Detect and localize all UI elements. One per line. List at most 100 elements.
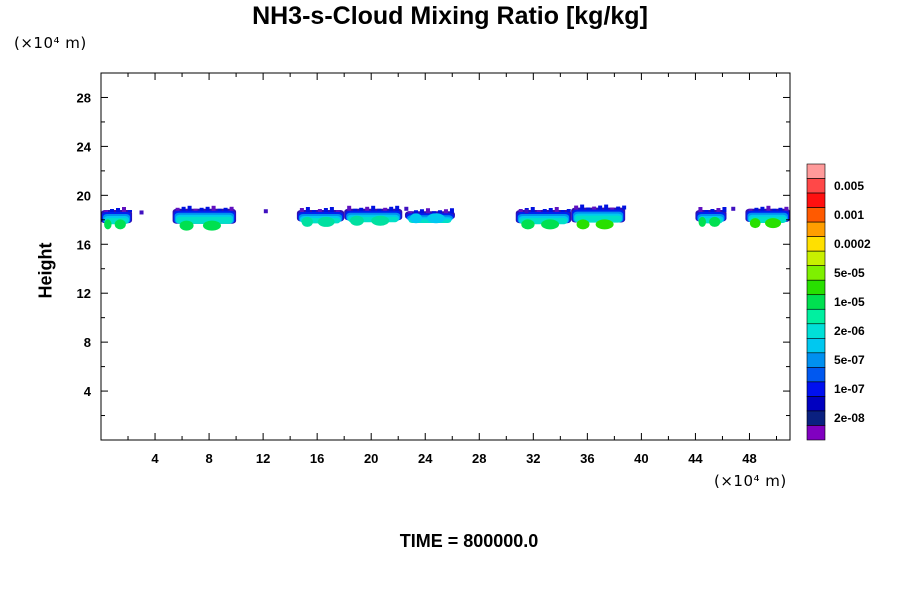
colorbar-label: 0.001 [834, 208, 864, 222]
cloud-fringe [419, 209, 424, 214]
x-axis-unit: (×10⁴ m) [714, 472, 787, 490]
x-tick-label: 8 [205, 451, 212, 466]
cloud-fringe [116, 208, 120, 213]
colorbar-label: 5e-05 [834, 266, 865, 280]
colorbar-segment [806, 308, 826, 325]
colorbar-segment [806, 294, 826, 310]
cloud-fringe [698, 207, 703, 213]
cloud-base [595, 219, 614, 230]
cloud-fringe [437, 210, 442, 214]
cloud-speck [731, 206, 736, 211]
x-tick-label: 32 [526, 451, 540, 466]
cloud-fringe [311, 210, 316, 213]
cloud-fringe [560, 210, 565, 213]
cloud-base [426, 213, 445, 224]
cloud-fringe [229, 206, 234, 211]
cloud-speck [524, 209, 529, 214]
time-footer: TIME = 800000.0 [399, 531, 539, 551]
colorbar-segment [806, 410, 826, 426]
cloud-fringe [784, 206, 789, 211]
x-tick-label: 12 [256, 451, 270, 466]
colorbar: 0.005 0.001 0.0002 5e-05 1e-05 2e-06 5e-07 1e-0… [806, 163, 871, 441]
colorbar-label: 1e-05 [834, 295, 865, 309]
colorbar-label: 0.005 [834, 179, 864, 193]
cloud-band [571, 204, 627, 230]
y-axis: 4 8 12 16 20 24 28 [77, 90, 790, 417]
cloud-fringe [610, 207, 615, 210]
cloud-fringe [299, 208, 304, 213]
cloud-fringe [413, 210, 418, 214]
cloud-fringe [616, 206, 621, 210]
cloud-fringe [431, 211, 436, 214]
x-tick-label: 24 [418, 451, 433, 466]
cloud-fringe [359, 207, 364, 211]
cloud-base [698, 216, 706, 227]
cloud-fringe [407, 211, 412, 214]
cloud-fringe [365, 206, 370, 211]
cloud-base [409, 213, 422, 224]
cloud-fringe [604, 204, 609, 210]
colorbar-label: 5e-07 [834, 353, 865, 367]
plot-frame [100, 72, 791, 441]
colorbar-segment [806, 425, 826, 441]
cloud-base [317, 216, 335, 227]
cloud-fringe [193, 208, 198, 211]
y-axis-unit: (×10⁴ m) [14, 34, 87, 52]
colorbar-label: 2e-08 [834, 411, 865, 425]
cloud-fringe [548, 208, 553, 213]
cloud-fringe [586, 207, 591, 210]
x-tick-label: 44 [688, 451, 703, 466]
cloud-band [745, 205, 790, 229]
colorbar-segment [806, 338, 826, 354]
colorbar-segment [806, 396, 826, 412]
cloud-fringe [598, 205, 603, 210]
cloud-fringe [518, 209, 523, 213]
x-tick-label: 4 [151, 451, 159, 466]
y-tick-label: 28 [77, 90, 91, 105]
cloud-fringe [205, 206, 210, 211]
chart-title: NH3-s-Cloud Mixing Ratio [kg/kg] [252, 2, 648, 30]
cloud-base [521, 219, 535, 230]
cloud-fringe [766, 205, 771, 211]
cloud-fringe [199, 207, 204, 211]
cloud-fringe [704, 210, 709, 213]
cloud-fringe [211, 205, 216, 211]
x-tick-label: 40 [634, 451, 648, 466]
cloud-fringe [592, 206, 597, 210]
cloud-band [404, 208, 455, 224]
cloud-fringe [335, 210, 340, 213]
cloud-base [541, 219, 560, 230]
cloud-fringe [395, 205, 400, 211]
colorbar-segment [806, 207, 826, 223]
cloud-fringe [317, 209, 322, 213]
cloud-fringe [217, 208, 222, 211]
colorbar-segment [806, 163, 826, 179]
cloud-fringe [425, 208, 430, 214]
cloud-fringe [530, 207, 535, 213]
cloud-fringe [716, 208, 721, 213]
x-tick-label: 48 [742, 451, 756, 466]
x-tick-label: 36 [580, 451, 594, 466]
cloud-fringe [187, 205, 192, 211]
colorbar-segment [806, 250, 826, 266]
cloud-fringe [128, 210, 132, 213]
cloud-fringe [772, 208, 777, 211]
y-tick-label: 24 [77, 139, 92, 154]
cloud-fringe [383, 207, 388, 211]
cloud-base [709, 216, 721, 227]
cloud-fringe [566, 209, 571, 213]
cloud-fringe [536, 210, 541, 213]
colorbar-segment [806, 323, 826, 339]
colorbar-segment [806, 265, 826, 281]
cloud-fringe [181, 206, 186, 211]
cloud-layer [101, 204, 790, 231]
cloud-fringe [377, 208, 382, 211]
cloud-fringe [110, 209, 114, 213]
cloud-fringe [760, 206, 765, 211]
cloud-speck [139, 210, 144, 215]
cloud-fringe [347, 205, 352, 211]
cloud-band [515, 207, 572, 230]
cloud-fringe [449, 208, 454, 214]
cloud-base [104, 219, 112, 230]
